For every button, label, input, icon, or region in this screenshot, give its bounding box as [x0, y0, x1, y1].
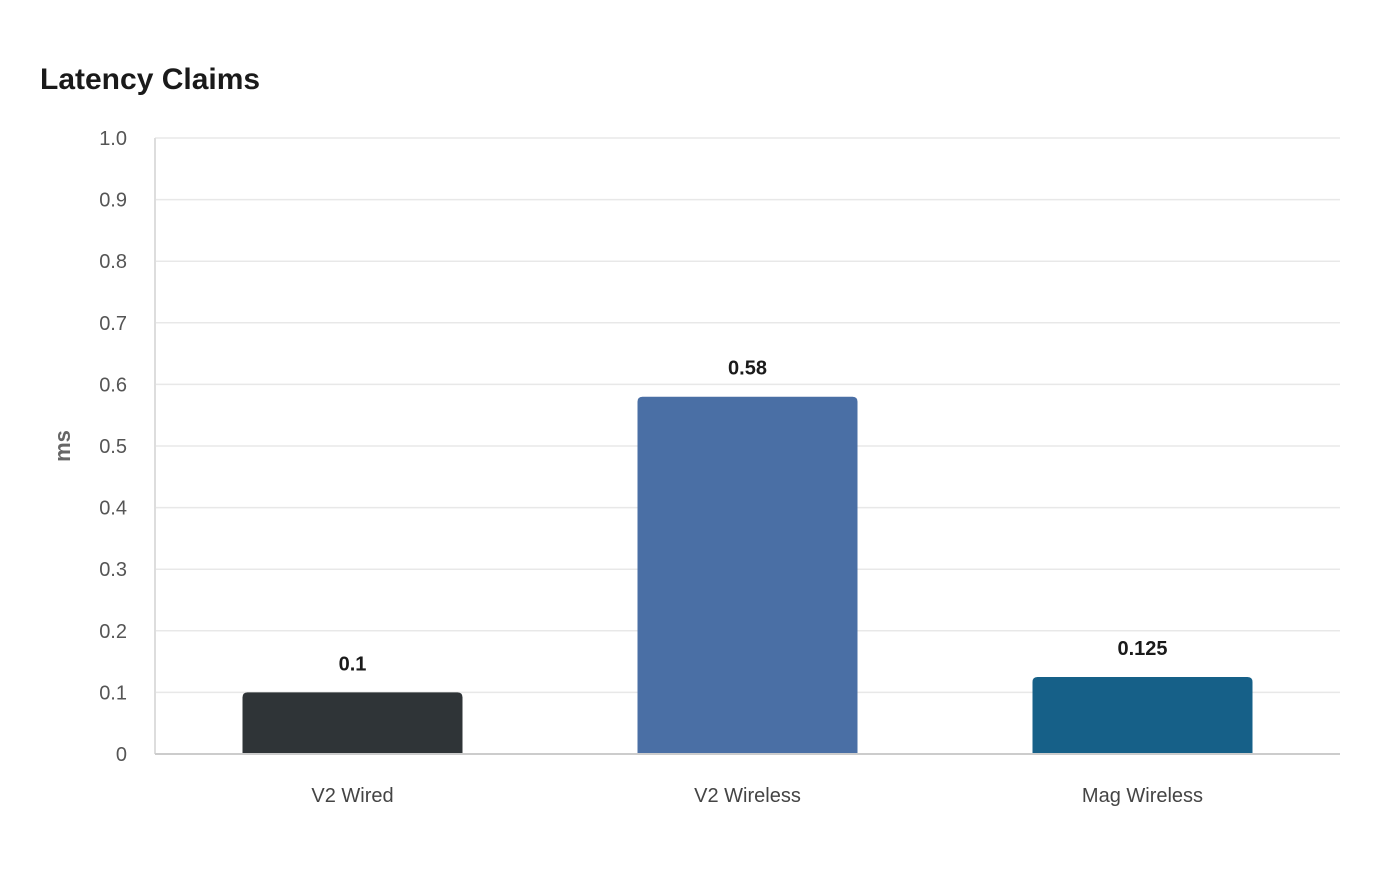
x-tick-label: Mag Wireless [1082, 785, 1203, 807]
chart-title: Latency Claims [40, 63, 261, 96]
y-tick-label: 0.1 [99, 682, 127, 704]
x-tick-label: V2 Wired [311, 785, 393, 807]
x-tick-label: V2 Wireless [694, 785, 801, 807]
bar [637, 396, 858, 754]
bar [242, 692, 463, 754]
y-tick-label: 0.5 [99, 436, 127, 458]
y-tick-label: 0.8 [99, 251, 127, 273]
data-label: 0.58 [728, 358, 767, 380]
y-tick-label: 0.4 [99, 498, 127, 520]
y-tick-label: 0.9 [99, 190, 127, 212]
bars [242, 396, 1253, 754]
bar [1032, 677, 1253, 754]
y-tick-label: 0.3 [99, 559, 127, 581]
y-tick-label: 0.6 [99, 374, 127, 396]
y-tick-label: 0.7 [99, 313, 127, 335]
y-axis-ticks: 0 0.1 0.2 0.3 0.4 0.5 0.6 0.7 0.8 0.9 1.0 [99, 128, 127, 766]
y-tick-label: 0 [116, 744, 127, 766]
y-tick-label: 1.0 [99, 128, 127, 150]
data-label: 0.125 [1117, 638, 1167, 660]
x-axis-labels: V2 Wired V2 Wireless Mag Wireless [311, 785, 1203, 807]
data-label: 0.1 [339, 653, 367, 675]
value-labels: 0.1 0.58 0.125 [339, 358, 1168, 676]
y-axis-title: ms [50, 430, 75, 462]
y-tick-label: 0.2 [99, 621, 127, 643]
